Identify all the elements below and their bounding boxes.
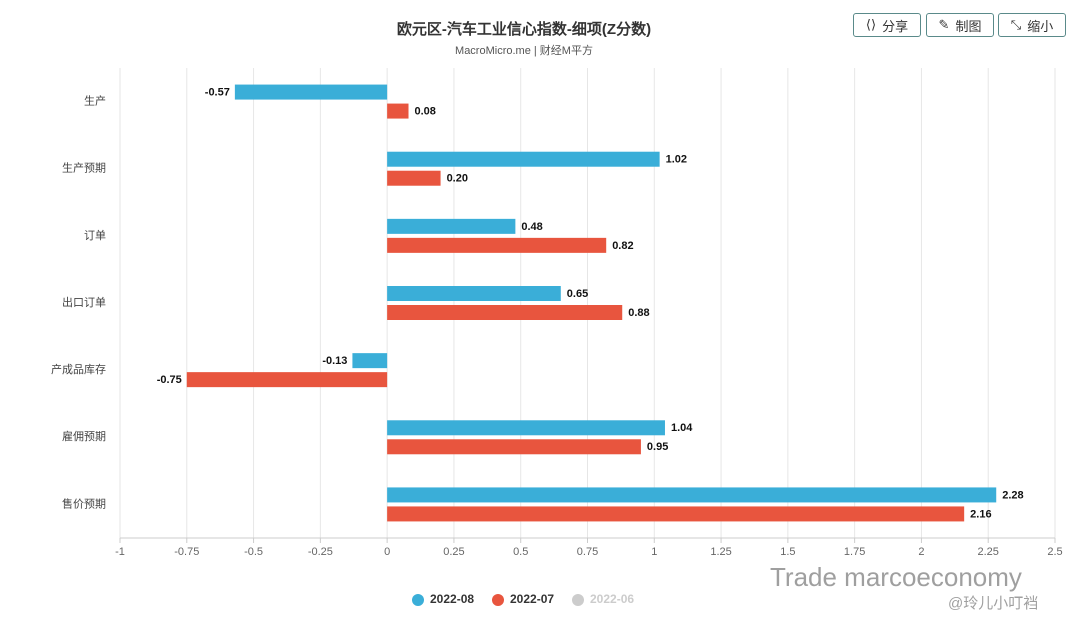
x-tick-label: 1.25 bbox=[710, 546, 731, 558]
x-tick-label: 0.5 bbox=[513, 546, 528, 558]
y-tick-label: 售价预期 bbox=[62, 496, 106, 510]
y-tick-label: 雇佣预期 bbox=[62, 429, 106, 443]
y-tick-label: 生产 bbox=[84, 93, 106, 107]
x-tick-label: 1 bbox=[651, 546, 657, 558]
x-tick-label: 2.5 bbox=[1047, 546, 1062, 558]
y-tick-label: 生产预期 bbox=[62, 161, 106, 175]
icon: ⟨⟩ bbox=[865, 17, 877, 32]
x-tick-label: 1.5 bbox=[780, 546, 795, 558]
legend-marker bbox=[492, 594, 504, 606]
data-label: 2.16 bbox=[970, 508, 991, 520]
bar bbox=[387, 237, 607, 253]
x-tick-label: 2.25 bbox=[978, 546, 999, 558]
x-tick-label: 0 bbox=[384, 546, 390, 558]
y-tick-label: 出口订单 bbox=[62, 295, 106, 309]
watermark: @玲儿小叮裆 bbox=[948, 595, 1038, 612]
legend-marker bbox=[572, 594, 584, 606]
bar bbox=[387, 218, 516, 234]
button-label: 分享 bbox=[882, 18, 909, 34]
bar bbox=[387, 170, 441, 186]
data-label: 0.20 bbox=[447, 173, 468, 185]
y-tick-label: 订单 bbox=[84, 229, 106, 242]
bar bbox=[186, 372, 388, 388]
legend-label: 2022-06 bbox=[590, 592, 634, 606]
button-label: 缩小 bbox=[1027, 18, 1054, 34]
x-tick-label: 2 bbox=[918, 546, 924, 558]
bar bbox=[387, 487, 997, 503]
data-label: 0.48 bbox=[521, 221, 542, 233]
icon: ⤡ bbox=[1010, 17, 1022, 32]
zoom-button[interactable]: ⤡ 缩小 bbox=[998, 13, 1066, 37]
button-label: 制图 bbox=[955, 18, 982, 34]
data-label: 0.08 bbox=[415, 105, 436, 117]
watermark: Trade marcoeconomy bbox=[770, 562, 1022, 592]
y-tick-label: 产成品库存 bbox=[51, 362, 106, 376]
data-label: -0.13 bbox=[322, 355, 347, 367]
data-label: 0.65 bbox=[567, 288, 588, 300]
data-label: 1.04 bbox=[671, 422, 693, 434]
chart-title: 欧元区-汽车工业信心指数-细项(Z分数) bbox=[397, 20, 651, 38]
x-tick-label: -0.75 bbox=[174, 546, 199, 558]
bar bbox=[387, 103, 409, 119]
data-label: -0.75 bbox=[157, 374, 182, 386]
bar bbox=[387, 506, 965, 522]
x-tick-label: -1 bbox=[115, 546, 125, 558]
x-tick-label: -0.5 bbox=[244, 546, 263, 558]
bar bbox=[387, 286, 561, 301]
x-tick-label: 0.75 bbox=[577, 546, 598, 558]
bar bbox=[387, 439, 641, 455]
data-label: 2.28 bbox=[1002, 489, 1023, 501]
data-label: -0.57 bbox=[205, 86, 230, 98]
x-tick-label: 1.75 bbox=[844, 546, 865, 558]
bar bbox=[387, 420, 665, 436]
legend-label: 2022-07 bbox=[510, 592, 554, 606]
bar bbox=[234, 84, 388, 100]
icon: ✎ bbox=[938, 17, 950, 32]
data-label: 0.88 bbox=[628, 307, 649, 319]
share-button[interactable]: ⟨⟩ 分享 bbox=[853, 13, 921, 37]
data-label: 1.02 bbox=[666, 154, 687, 166]
bar bbox=[387, 305, 623, 320]
chart-subtitle: MacroMicro.me | 财经M平方 bbox=[455, 43, 593, 57]
legend-label: 2022-08 bbox=[430, 592, 474, 606]
data-label: 0.82 bbox=[612, 240, 633, 252]
x-tick-label: 0.25 bbox=[443, 546, 464, 558]
data-label: 0.95 bbox=[647, 441, 668, 453]
legend-marker bbox=[412, 594, 424, 606]
bar bbox=[387, 151, 660, 167]
bar bbox=[352, 353, 388, 369]
x-tick-label: -0.25 bbox=[308, 546, 333, 558]
chart-button[interactable]: ✎ 制图 bbox=[926, 13, 994, 37]
